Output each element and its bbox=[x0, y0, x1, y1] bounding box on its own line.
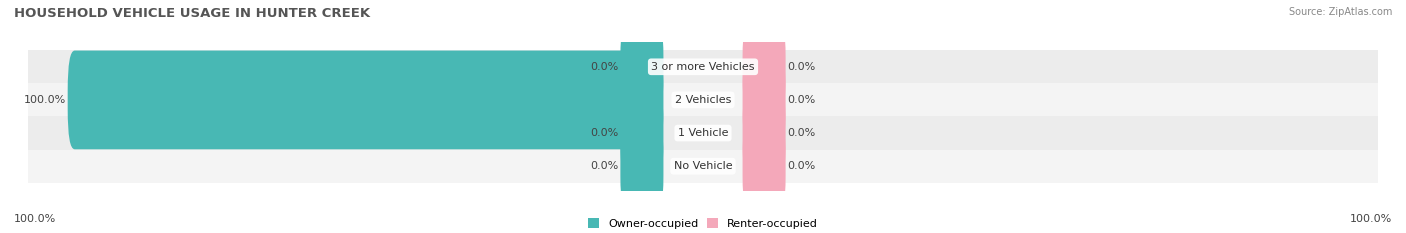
Text: HOUSEHOLD VEHICLE USAGE IN HUNTER CREEK: HOUSEHOLD VEHICLE USAGE IN HUNTER CREEK bbox=[14, 7, 370, 20]
Text: 0.0%: 0.0% bbox=[591, 62, 619, 72]
FancyBboxPatch shape bbox=[742, 51, 786, 149]
FancyBboxPatch shape bbox=[17, 83, 1389, 116]
Text: 0.0%: 0.0% bbox=[591, 128, 619, 138]
FancyBboxPatch shape bbox=[742, 17, 786, 116]
FancyBboxPatch shape bbox=[620, 84, 664, 182]
FancyBboxPatch shape bbox=[17, 116, 1389, 150]
FancyBboxPatch shape bbox=[67, 51, 664, 149]
Text: 2 Vehicles: 2 Vehicles bbox=[675, 95, 731, 105]
Text: 0.0%: 0.0% bbox=[787, 128, 815, 138]
Text: 1 Vehicle: 1 Vehicle bbox=[678, 128, 728, 138]
FancyBboxPatch shape bbox=[742, 117, 786, 216]
Text: 0.0%: 0.0% bbox=[787, 161, 815, 171]
FancyBboxPatch shape bbox=[620, 17, 664, 116]
FancyBboxPatch shape bbox=[620, 117, 664, 216]
Text: 0.0%: 0.0% bbox=[591, 161, 619, 171]
Text: No Vehicle: No Vehicle bbox=[673, 161, 733, 171]
FancyBboxPatch shape bbox=[742, 84, 786, 182]
Text: 0.0%: 0.0% bbox=[787, 95, 815, 105]
Legend: Owner-occupied, Renter-occupied: Owner-occupied, Renter-occupied bbox=[583, 214, 823, 233]
Text: 100.0%: 100.0% bbox=[14, 214, 56, 224]
Text: 3 or more Vehicles: 3 or more Vehicles bbox=[651, 62, 755, 72]
Text: 100.0%: 100.0% bbox=[24, 95, 66, 105]
Text: Source: ZipAtlas.com: Source: ZipAtlas.com bbox=[1288, 7, 1392, 17]
FancyBboxPatch shape bbox=[17, 50, 1389, 83]
Text: 0.0%: 0.0% bbox=[787, 62, 815, 72]
FancyBboxPatch shape bbox=[17, 150, 1389, 183]
Text: 100.0%: 100.0% bbox=[1350, 214, 1392, 224]
